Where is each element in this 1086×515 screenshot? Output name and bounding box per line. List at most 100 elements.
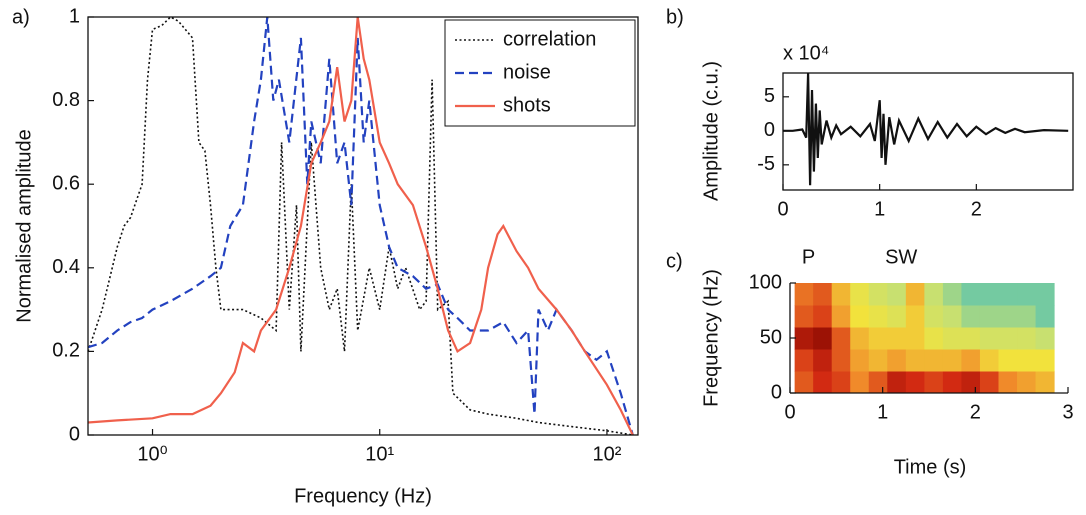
heatmap-cell: [942, 283, 962, 306]
heatmap-cell: [831, 283, 851, 306]
heatmap-cell: [868, 305, 888, 328]
heatmap-cell: [942, 327, 962, 350]
heatmap-cell: [961, 283, 981, 306]
y-tick-label: 5: [764, 85, 775, 107]
heatmap-cell: [1017, 349, 1037, 372]
heatmap-cell: [1035, 283, 1055, 306]
heatmap-cell: [905, 349, 925, 372]
x-tick-label: 1: [874, 198, 885, 220]
y-axis-label: Amplitude (c.u.): [700, 61, 722, 201]
heatmap-cell: [794, 283, 814, 306]
heatmap-cell: [924, 371, 944, 394]
y-axis-label: Frequency (Hz): [700, 269, 722, 407]
axis-multiplier: x 10⁴: [783, 42, 829, 64]
heatmap-cell: [813, 305, 833, 328]
heatmap-cell: [961, 371, 981, 394]
panel-label: a): [12, 6, 30, 28]
heatmap-cell: [868, 283, 888, 306]
legend-label: correlation: [503, 28, 596, 50]
heatmap-cell: [942, 305, 962, 328]
heatmap-cell: [1017, 371, 1037, 394]
plot-frame: [782, 72, 1074, 191]
heatmap-cell: [1035, 349, 1055, 372]
x-tick-label: 10²: [592, 443, 621, 465]
y-tick-label: 50: [760, 326, 782, 348]
heatmap-cell: [813, 283, 833, 306]
annotation: P: [802, 246, 815, 268]
heatmap-cell: [998, 371, 1018, 394]
heatmap-cell: [831, 371, 851, 394]
y-tick-label: 1: [69, 5, 80, 27]
x-tick-label: 0: [777, 198, 788, 220]
x-tick-label: 3: [1062, 401, 1073, 423]
heatmap-cell: [1035, 327, 1055, 350]
heatmap-cell: [998, 305, 1018, 328]
heatmap-cell: [831, 349, 851, 372]
x-tick-label: 2: [970, 401, 981, 423]
heatmap-cell: [1017, 327, 1037, 350]
y-tick-label: 0: [771, 381, 782, 403]
data-line: [87, 16, 633, 436]
heatmap-cell: [794, 305, 814, 328]
y-tick-label: -5: [757, 153, 775, 175]
heatmap-cell: [998, 283, 1018, 306]
heatmap-cell: [1035, 305, 1055, 328]
heatmap-cell: [924, 283, 944, 306]
x-axis-label: Frequency (Hz): [294, 485, 432, 507]
data-line: [87, 16, 634, 436]
heatmap-cell: [831, 305, 851, 328]
legend-label: shots: [503, 94, 551, 116]
heatmap-cell: [905, 305, 925, 328]
heatmap-cell: [868, 327, 888, 350]
heatmap-cell: [1017, 283, 1037, 306]
heatmap-cell: [961, 349, 981, 372]
x-tick-label: 10⁰: [137, 443, 167, 465]
heatmap-cell: [1017, 305, 1037, 328]
heatmap-cell: [850, 327, 870, 350]
data-line: [87, 16, 634, 436]
heatmap-cell: [868, 371, 888, 394]
heatmap-cell: [979, 283, 999, 306]
heatmap-cell: [831, 327, 851, 350]
heatmap-cell: [924, 349, 944, 372]
x-tick-label: 10¹: [365, 443, 394, 465]
heatmap-cell: [905, 327, 925, 350]
panel-label: c): [666, 250, 683, 272]
heatmap-cell: [998, 349, 1018, 372]
heatmap-cell: [887, 283, 907, 306]
legend-label: noise: [503, 61, 551, 83]
heatmap-cell: [887, 371, 907, 394]
plot-frame: [87, 16, 639, 436]
y-tick-label: 100: [749, 271, 782, 293]
y-tick-label: 0.4: [52, 256, 80, 278]
heatmap-cell: [813, 371, 833, 394]
y-axis-label: Normalised amplitude: [13, 129, 35, 322]
heatmap-cell: [905, 371, 925, 394]
x-tick-label: 0: [784, 401, 795, 423]
y-tick-label: 0.2: [52, 340, 80, 362]
heatmap-cell: [979, 349, 999, 372]
heatmap-cell: [868, 349, 888, 372]
x-axis-label: Time (s): [894, 456, 967, 478]
heatmap-cell: [961, 305, 981, 328]
heatmap-cell: [1035, 371, 1055, 394]
x-tick-label: 2: [971, 198, 982, 220]
heatmap-cell: [887, 305, 907, 328]
data-line: [783, 72, 1069, 186]
heatmap-cell: [961, 327, 981, 350]
heatmap-cell: [887, 327, 907, 350]
heatmap-cell: [794, 371, 814, 394]
heatmap-cell: [924, 327, 944, 350]
heatmap-cell: [850, 305, 870, 328]
panel-label: b): [666, 6, 684, 28]
heatmap-cell: [887, 349, 907, 372]
y-tick-label: 0.8: [52, 89, 80, 111]
heatmap-cell: [924, 305, 944, 328]
heatmap-cell: [850, 349, 870, 372]
y-tick-label: 0: [69, 423, 80, 445]
x-tick-label: 1: [877, 401, 888, 423]
heatmap-cell: [850, 371, 870, 394]
annotation: SW: [885, 246, 917, 268]
y-tick-label: 0: [764, 119, 775, 141]
